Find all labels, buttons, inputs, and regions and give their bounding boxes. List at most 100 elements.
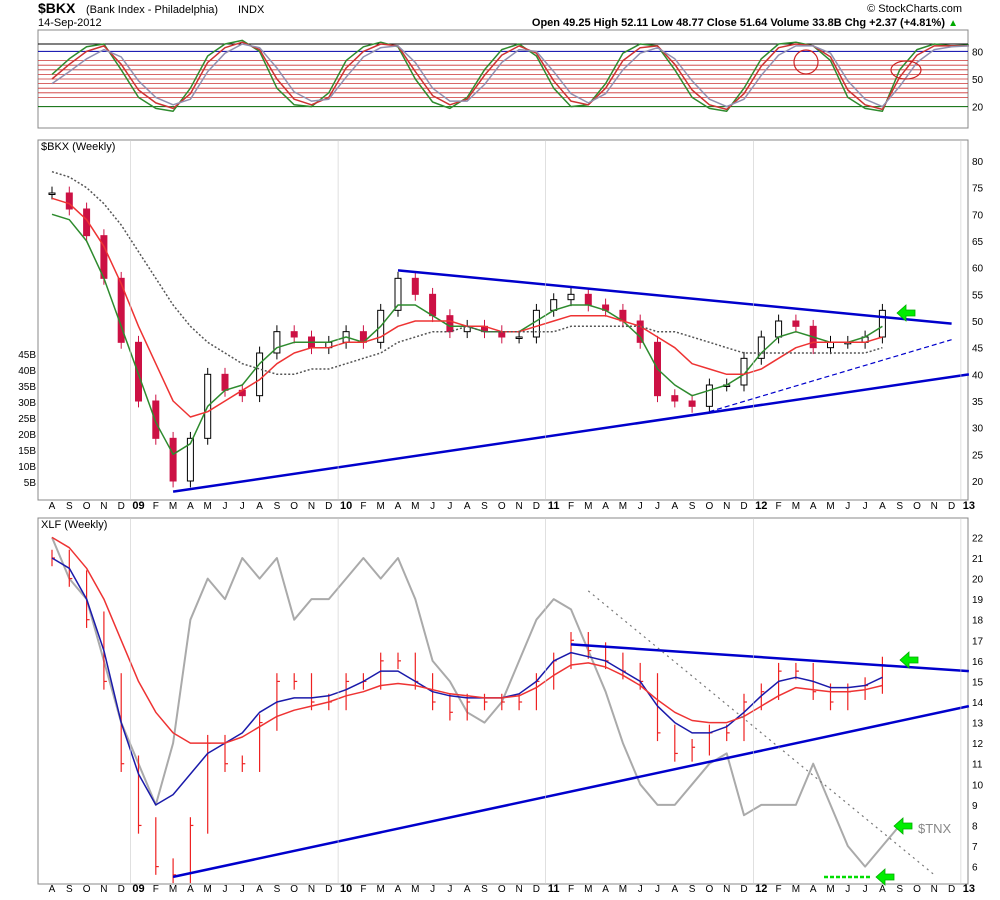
xlf-y-tick-label: 12 — [972, 739, 984, 750]
x-axis-tick-label: A — [49, 884, 56, 895]
x-axis-tick-label: S — [481, 884, 488, 895]
x-axis-tick-label: N — [100, 884, 107, 895]
xlf-y-tick-label: 20 — [972, 575, 984, 586]
xlf-y-tick-label: 21 — [972, 554, 984, 565]
x-axis-tick-label: A — [879, 884, 886, 895]
xlf-y-tick-label: 22 — [972, 533, 984, 544]
x-axis-tick-label: O — [913, 501, 921, 512]
x-axis-tick-label: O — [290, 501, 298, 512]
x-axis-tick-label: 10 — [340, 883, 352, 895]
bkx-volume-tick-label: 40B — [18, 366, 36, 377]
bkx-candle-body — [792, 320, 800, 327]
stoch-tick-label: 50 — [972, 75, 984, 86]
x-axis-tick-label: O — [290, 884, 298, 895]
bkx-y-tick-label: 80 — [972, 157, 984, 168]
bkx-candle-body — [446, 315, 454, 333]
x-axis-tick-label: J — [223, 884, 228, 895]
x-axis-tick-label: 10 — [340, 500, 352, 512]
x-axis-tick-label: F — [776, 501, 782, 512]
bkx-candle-body — [498, 331, 506, 338]
bkx-candle-body — [688, 400, 696, 407]
bkx-candle-body — [135, 341, 142, 402]
x-axis-tick-label: M — [826, 884, 834, 895]
bkx-y-tick-label: 50 — [972, 317, 984, 328]
xlf-y-tick-label: 6 — [972, 863, 978, 874]
bkx-volume-tick-label: 15B — [18, 446, 36, 457]
x-axis-tick-label: D — [740, 501, 747, 512]
x-axis-tick-label: M — [411, 501, 419, 512]
x-axis-tick-label: 11 — [548, 883, 560, 895]
bkx-candle-body — [394, 277, 402, 311]
x-axis-tick-label: N — [100, 501, 107, 512]
bkx-trendline — [709, 339, 952, 413]
x-axis-tick-label: J — [430, 501, 435, 512]
chart-date: 14-Sep-2012 — [38, 17, 102, 29]
bkx-candle-body — [48, 192, 56, 195]
x-axis-tick-label: A — [256, 501, 263, 512]
x-axis-tick-label: M — [377, 501, 385, 512]
x-axis-tick-label: F — [360, 501, 366, 512]
tnx-line — [51, 537, 901, 868]
x-axis-tick-label: S — [689, 884, 696, 895]
x-axis-tick-label: D — [533, 501, 540, 512]
bkx-candle-body — [636, 320, 644, 343]
xlf-signal-arrow-icon — [899, 651, 919, 669]
bkx-candle-body — [256, 352, 264, 397]
x-axis-tick-label: D — [533, 884, 540, 895]
bkx-volume-tick-label: 45B — [18, 350, 36, 361]
x-axis-tick-label: 13 — [963, 500, 975, 512]
xlf-panel-title: XLF (Weekly) — [41, 519, 107, 531]
bkx-y-tick-label: 25 — [972, 450, 984, 461]
x-axis-tick-label: J — [447, 884, 452, 895]
x-axis-tick-label: M — [169, 884, 177, 895]
bkx-signal-arrow-icon — [896, 304, 916, 322]
x-axis-tick-label: A — [602, 501, 609, 512]
x-axis-tick-label: F — [568, 884, 574, 895]
watermark: © StockCharts.com — [867, 3, 962, 15]
bkx-candle-body — [827, 341, 834, 349]
x-axis-tick-label: N — [308, 884, 315, 895]
x-axis-tick-label: A — [671, 501, 678, 512]
x-axis-tick-label: O — [83, 884, 91, 895]
xlf-y-tick-label: 9 — [972, 801, 978, 812]
axis-layer: A S O N D 09 F M A M J J A S O N D 10 F M A M J J A S O N D 11 F M A M J J A… — [49, 140, 975, 895]
x-axis-tick-label: D — [948, 884, 955, 895]
x-axis-tick-label: S — [274, 501, 281, 512]
bkx-trendline — [397, 269, 952, 325]
x-axis-tick-label: O — [498, 501, 506, 512]
x-axis-tick-label: J — [240, 884, 245, 895]
bkx-y-tick-label: 40 — [972, 370, 984, 381]
bkx-y-tick-label: 20 — [972, 477, 984, 488]
bkx-volume-tick-label: 30B — [18, 398, 36, 409]
xlf-y-tick-label: 7 — [972, 842, 978, 853]
x-axis-tick-label: O — [706, 884, 714, 895]
x-axis-tick-label: N — [931, 884, 938, 895]
x-axis-tick-label: A — [810, 501, 817, 512]
bkx-y-tick-label: 65 — [972, 237, 984, 248]
bkx-trendline — [172, 373, 970, 493]
bkx-candle-body — [273, 331, 281, 354]
tnx-label: $TNX — [918, 821, 952, 836]
x-axis-tick-label: 09 — [132, 883, 144, 895]
x-axis-tick-label: S — [274, 884, 281, 895]
tnx-signal-arrow-icon — [893, 817, 913, 835]
x-axis-tick-label: 09 — [132, 500, 144, 512]
x-axis-tick-label: N — [515, 501, 522, 512]
xlf-y-tick-label: 19 — [972, 595, 984, 606]
tnx-low-arrow-icon — [875, 868, 895, 886]
bkx-candle-body — [117, 277, 125, 343]
xlf-y-tick-label: 18 — [972, 616, 984, 627]
xlf-ma-short-line — [51, 557, 883, 806]
bkx-candle-body — [152, 400, 160, 439]
x-axis-tick-label: M — [792, 501, 800, 512]
bkx-y-tick-label: 70 — [972, 210, 984, 221]
bkx-candle-body — [83, 208, 91, 237]
bkx-volume-tick-label: 10B — [18, 462, 36, 473]
x-axis-tick-label: O — [913, 884, 921, 895]
bkx-panel — [37, 139, 969, 501]
chart-header: $BKX (Bank Index - Philadelphia) INDX 14… — [38, 0, 962, 29]
bkx-volume-tick-label: 20B — [18, 430, 36, 441]
x-axis-tick-label: O — [706, 501, 714, 512]
x-axis-tick-label: S — [66, 884, 73, 895]
